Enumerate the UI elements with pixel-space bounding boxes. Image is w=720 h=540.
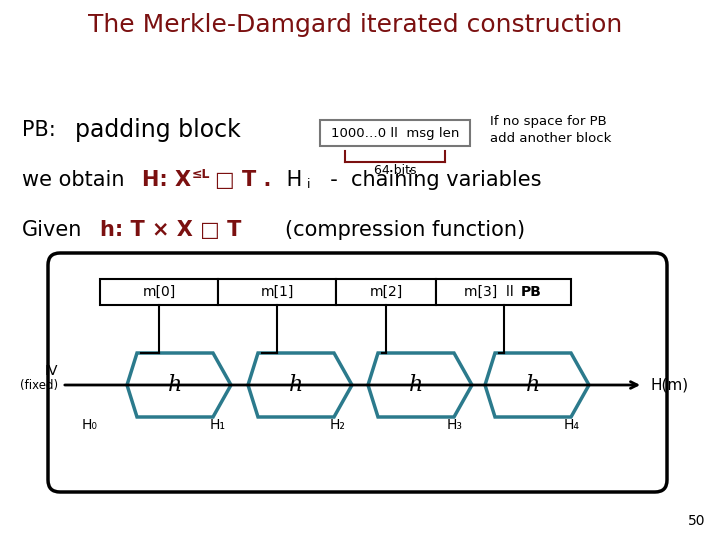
Text: m[2]: m[2] [369,285,402,299]
Text: 64 bits: 64 bits [374,165,416,178]
Text: ≤L: ≤L [192,168,210,181]
Text: we obtain: we obtain [22,170,125,190]
Text: m[1]: m[1] [261,285,294,299]
Text: If no space for PB: If no space for PB [490,116,607,129]
Text: m[3]  ll: m[3] ll [464,285,513,299]
Bar [100,279,218,305]
Text: add another block: add another block [490,132,611,145]
Text: H: H [280,170,302,190]
Bar [218,279,336,305]
Text: H₃: H₃ [447,418,463,432]
Text: H₂: H₂ [330,418,346,432]
Text: 50: 50 [688,514,705,528]
Text: □ T .: □ T . [215,170,271,190]
Text: H₀: H₀ [82,418,98,432]
Text: i: i [307,179,310,192]
Bar [336,279,436,305]
Text: IV: IV [45,364,58,378]
Text: m[0]: m[0] [143,285,176,299]
Text: H₁: H₁ [210,418,226,432]
Text: (compression function): (compression function) [285,220,525,240]
Text: h: h [526,374,540,396]
Bar [320,120,470,146]
Text: -  chaining variables: - chaining variables [317,170,541,190]
FancyBboxPatch shape [48,253,667,492]
Text: PB: PB [521,285,542,299]
Text: h: h [289,374,303,396]
Text: H(m): H(m) [650,377,688,393]
Text: (fixed): (fixed) [20,380,58,393]
Text: H: X: H: X [142,170,191,190]
Text: h: T × X □ T: h: T × X □ T [100,220,241,240]
Text: PB:: PB: [22,120,55,140]
Text: h: h [168,374,182,396]
Text: H₄: H₄ [564,418,580,432]
Bar [436,279,571,305]
Text: 1000…0 ll  msg len: 1000…0 ll msg len [330,126,459,139]
Text: Given: Given [22,220,82,240]
Text: The Merkle-Damgard iterated construction: The Merkle-Damgard iterated construction [88,13,622,37]
Text: padding block: padding block [75,118,240,142]
Text: h: h [409,374,423,396]
